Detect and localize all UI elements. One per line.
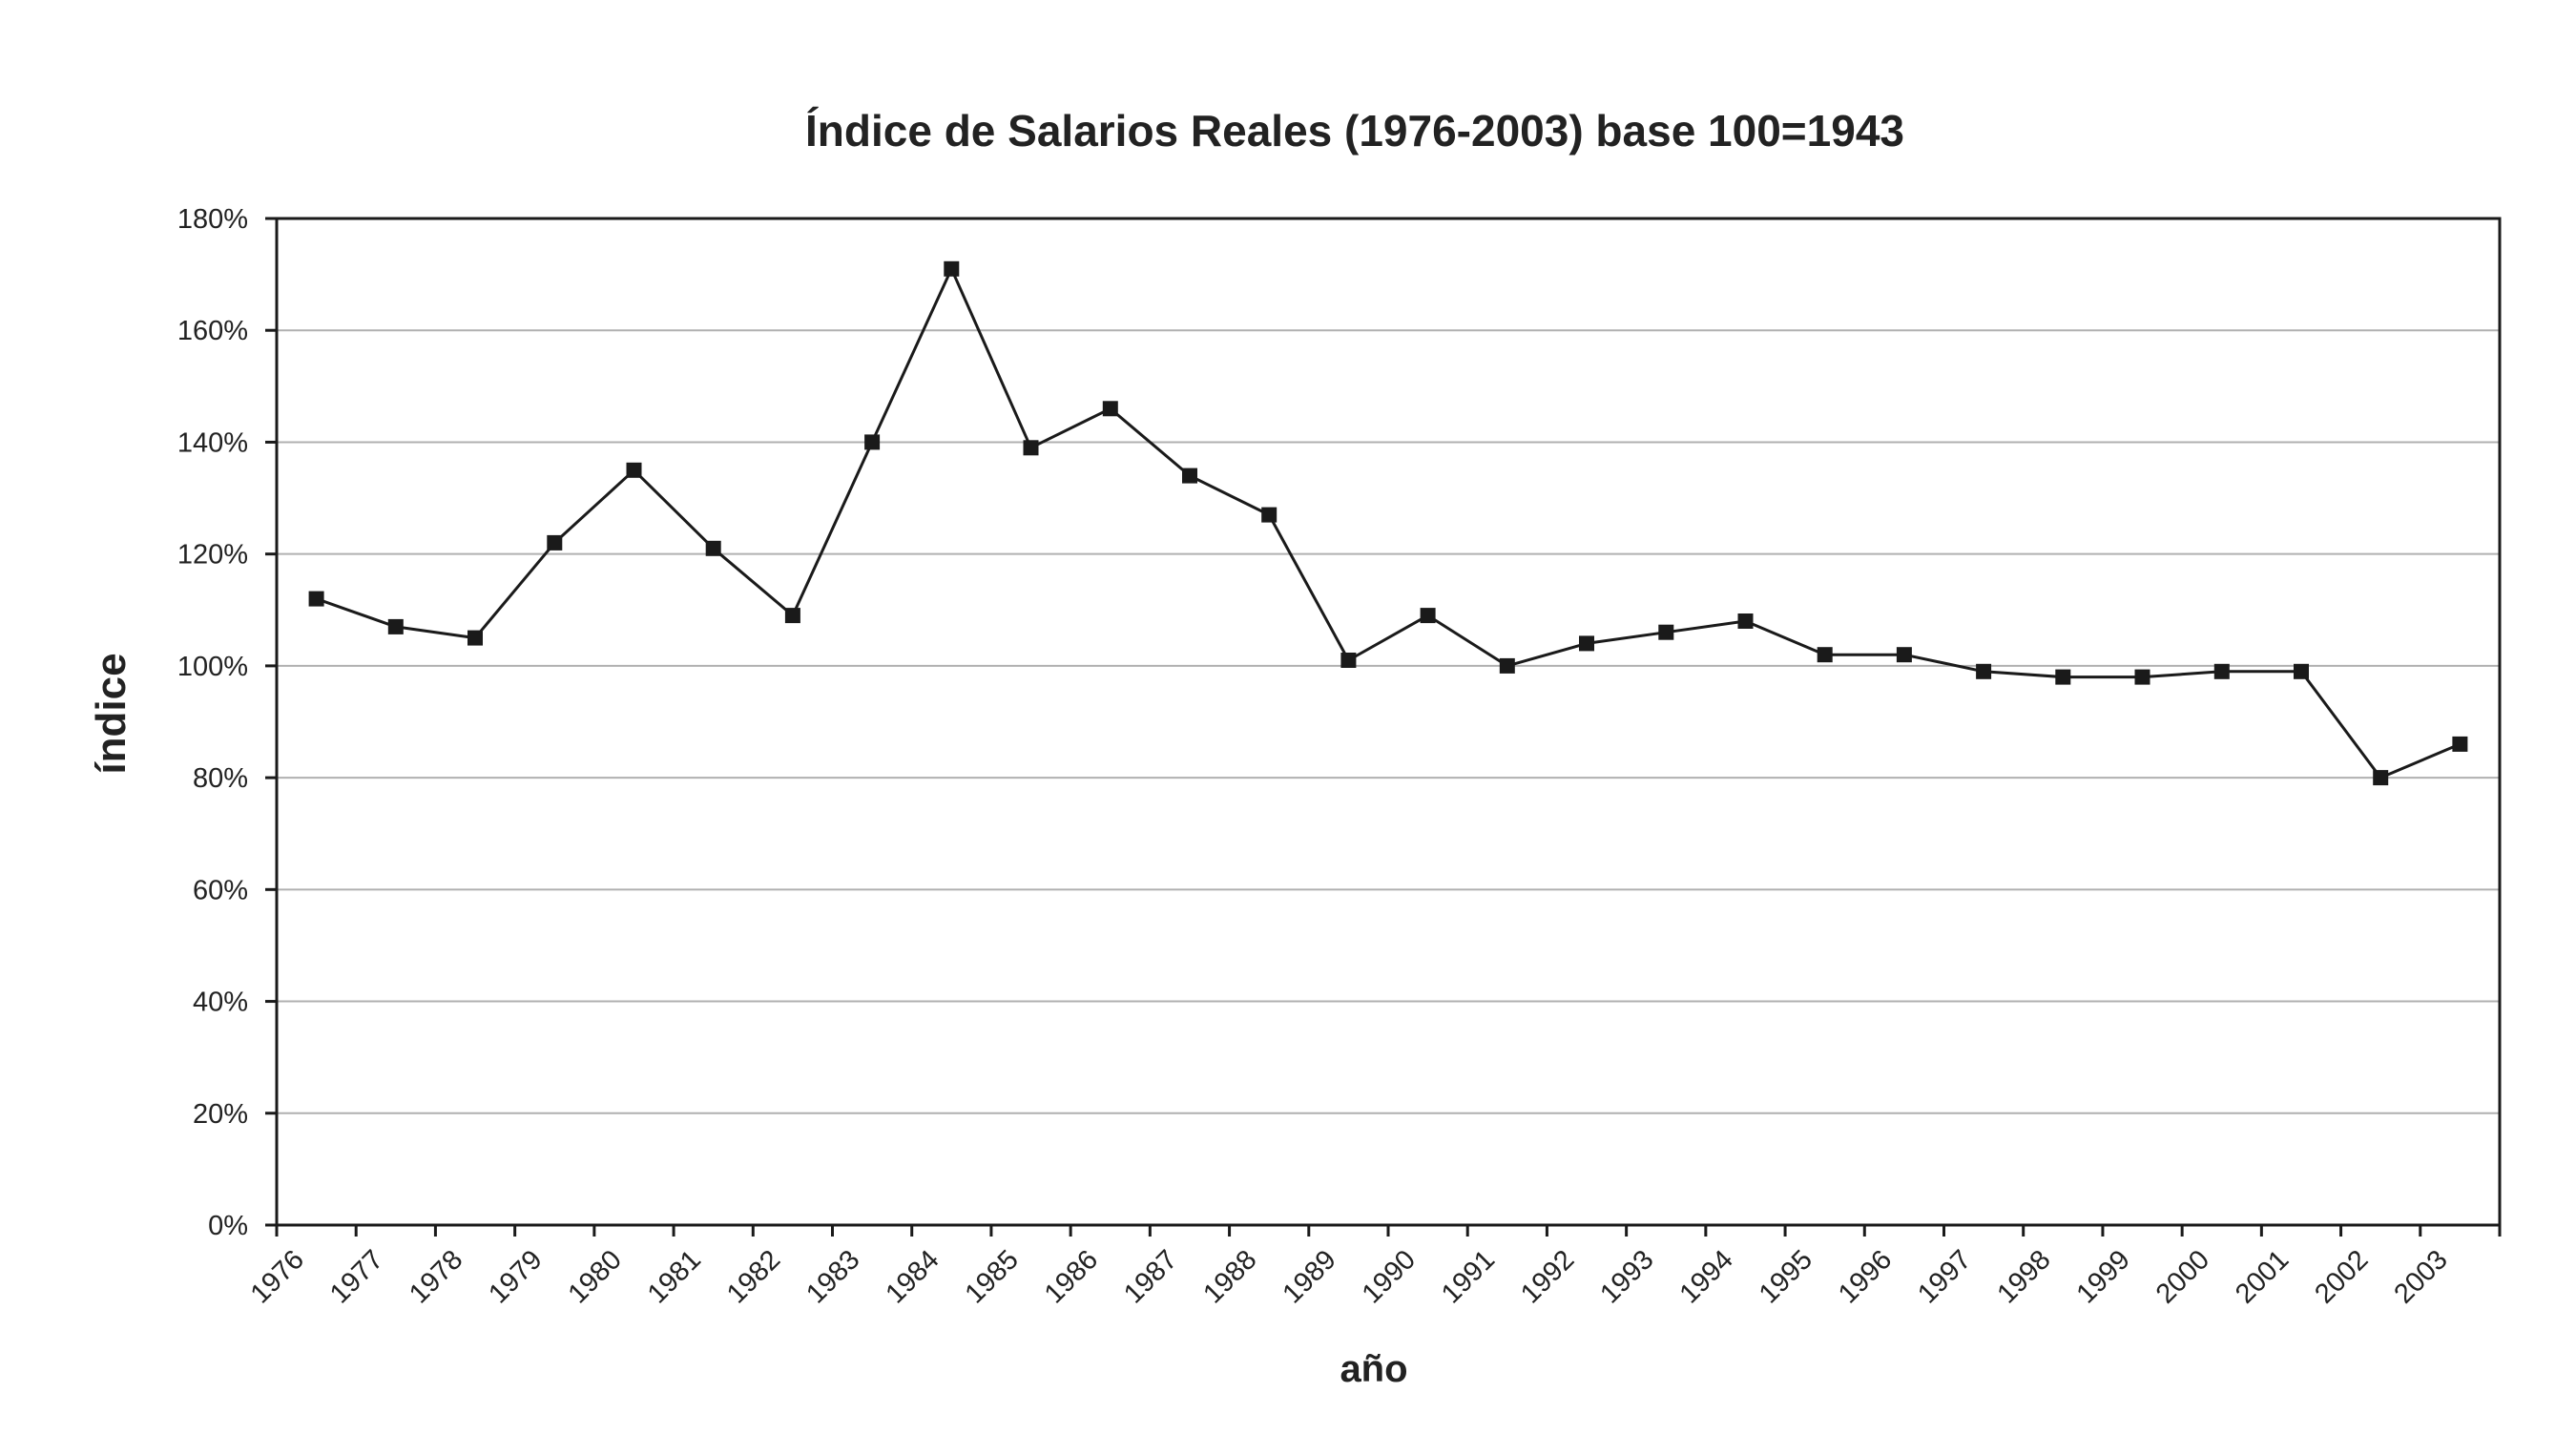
x-axis-label: año xyxy=(1340,1348,1407,1390)
data-point-marker xyxy=(1658,624,1674,640)
y-tick-label: 40% xyxy=(193,987,248,1018)
data-point-marker xyxy=(626,462,642,478)
y-tick-label: 20% xyxy=(193,1099,248,1130)
data-point-marker xyxy=(1737,613,1754,629)
y-tick-label: 180% xyxy=(177,204,248,235)
y-tick-label: 60% xyxy=(193,875,248,905)
y-axis-ticks: 0% 20% 40% 60% 80% 100% 120% 140% 160% 180% xyxy=(177,204,277,1241)
data-point-marker xyxy=(547,534,563,551)
data-point-marker xyxy=(705,540,721,556)
data-point-marker xyxy=(2213,663,2230,679)
data-point-marker xyxy=(387,618,404,634)
data-point-marker xyxy=(2134,669,2150,685)
data-point-marker xyxy=(864,434,881,450)
y-tick-label: 0% xyxy=(208,1211,248,1241)
data-point-marker xyxy=(2294,663,2309,679)
data-point-marker xyxy=(1182,468,1197,484)
y-tick-label: 120% xyxy=(177,540,248,571)
data-point-marker xyxy=(308,591,324,607)
data-point-marker xyxy=(1340,653,1357,668)
y-tick-label: 100% xyxy=(177,652,248,682)
data-point-marker xyxy=(784,608,800,624)
y-tick-label: 160% xyxy=(177,316,248,346)
series-line xyxy=(316,267,2461,779)
data-point-marker xyxy=(1420,608,1436,624)
data-point-marker xyxy=(1817,647,1833,663)
y-axis-label: índice xyxy=(88,653,135,774)
data-point-marker xyxy=(467,630,483,646)
y-tick-label: 140% xyxy=(177,427,248,458)
data-point-marker xyxy=(1102,401,1118,417)
data-point-marker xyxy=(1896,647,1912,663)
data-point-marker xyxy=(944,260,960,277)
plot-area-frame xyxy=(275,217,2502,1227)
data-point-marker xyxy=(2452,736,2468,752)
data-point-marker xyxy=(2373,770,2389,786)
data-point-marker xyxy=(2055,669,2071,685)
gridlines xyxy=(277,329,2500,1114)
y-tick-label: 80% xyxy=(193,763,248,794)
data-markers xyxy=(308,260,2468,786)
chart-title: Índice de Salarios Reales (1976-2003) ba… xyxy=(805,106,1904,156)
data-point-marker xyxy=(1499,657,1515,674)
data-point-marker xyxy=(1579,635,1594,652)
data-point-marker xyxy=(1976,663,1992,679)
data-point-marker xyxy=(1261,507,1278,523)
data-point-marker xyxy=(1023,440,1039,456)
